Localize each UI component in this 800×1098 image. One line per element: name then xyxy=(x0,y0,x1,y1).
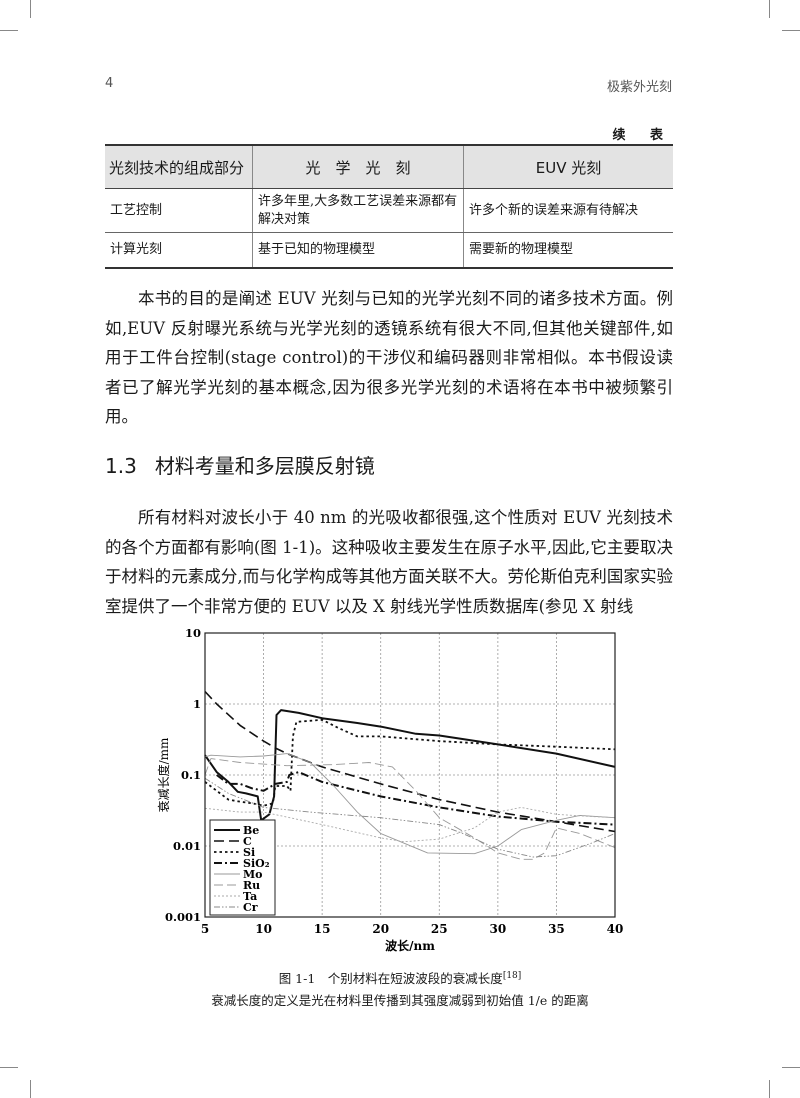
x-tick-label: 40 xyxy=(607,922,624,936)
legend-label: Si xyxy=(243,846,255,859)
caption-text: 图 1-1 个别材料在短波波段的衰减长度 xyxy=(278,971,503,986)
y-tick-label: 0.01 xyxy=(173,839,201,853)
section-number: 1.3 xyxy=(105,454,137,478)
series-line-ru xyxy=(204,758,616,860)
figure-note: 衰减长度的定义是光在材料里传播到其强度减弱到初始值 1/e 的距离 xyxy=(211,993,589,1008)
y-tick-label: 0.001 xyxy=(165,910,201,924)
series-line-cr xyxy=(204,777,616,858)
x-tick-label: 20 xyxy=(372,922,389,936)
running-title: 极紫外光刻 xyxy=(606,80,672,95)
comparison-table: 光刻技术的组成部分 光 学 光 刻 EUV 光刻 工艺控制 许多年里,大多数工艺… xyxy=(105,144,673,269)
x-axis-label: 波长/nm xyxy=(385,938,435,953)
series-line-mo xyxy=(204,753,616,855)
table-cell: 需要新的物理模型 xyxy=(463,232,673,269)
crop-mark xyxy=(769,1080,770,1098)
table-cell: 许多个新的误差来源有待解决 xyxy=(463,188,673,233)
x-tick-label: 25 xyxy=(431,922,448,936)
table-row: 计算光刻 基于已知的物理模型 需要新的物理模型 xyxy=(105,232,673,269)
page-number: 4 xyxy=(105,76,114,91)
y-tick-label: 10 xyxy=(185,626,201,640)
attenuation-length-chart: 5 10 15 20 25 30 35 40 0.001 0.01 0.1 1 10 BeCSiSiO₂… xyxy=(156,626,624,953)
crop-mark xyxy=(769,0,770,18)
series-line-ta xyxy=(204,806,616,843)
series-line-sio₂ xyxy=(216,771,616,826)
figure-caption: 图 1-1 个别材料在短波波段的衰减长度[18] xyxy=(0,968,800,987)
y-axis-label: 衰减长度/mm xyxy=(156,737,171,812)
crop-mark xyxy=(0,30,18,31)
table-cell: 基于已知的物理模型 xyxy=(252,232,464,269)
table-cell: 工艺控制 xyxy=(105,188,253,233)
x-tick-label: 10 xyxy=(255,922,272,936)
x-tick-label: 30 xyxy=(490,922,507,936)
section-title: 材料考量和多层膜反射镜 xyxy=(154,454,375,478)
table-continued-label: 续 表 xyxy=(612,128,673,143)
legend-box xyxy=(209,819,276,916)
crop-mark xyxy=(30,0,31,18)
y-tick-label: 0.1 xyxy=(181,768,201,782)
legend-label: Ta xyxy=(243,890,257,903)
legend-label: Be xyxy=(243,824,259,837)
crop-mark xyxy=(30,1080,31,1098)
series-line-c xyxy=(204,690,616,833)
series-line-be xyxy=(204,709,616,822)
legend-label: Mo xyxy=(243,868,263,881)
section-heading: 1.3 材料考量和多层膜反射镜 xyxy=(105,450,375,479)
legend-label: Cr xyxy=(243,901,258,914)
crop-mark xyxy=(782,30,800,31)
table-header: 光 学 光 刻 xyxy=(252,144,464,189)
legend-label: C xyxy=(243,835,252,848)
legend-label: Ru xyxy=(243,879,260,892)
plot-frame xyxy=(204,632,616,918)
table-cell: 计算光刻 xyxy=(105,232,253,269)
crop-mark xyxy=(0,1067,18,1068)
table-header: EUV 光刻 xyxy=(463,144,673,189)
x-tick-label: 35 xyxy=(548,922,565,936)
table-header: 光刻技术的组成部分 xyxy=(105,144,253,189)
body-paragraph: 所有材料对波长小于 40 nm 的光吸收都很强,这个性质对 EUV 光刻技术的各… xyxy=(105,508,673,616)
x-tick-label: 5 xyxy=(201,922,209,936)
crop-mark xyxy=(782,1067,800,1068)
y-tick-label: 1 xyxy=(193,697,201,711)
table-row: 工艺控制 许多年里,大多数工艺误差来源都有解决对策 许多个新的误差来源有待解决 xyxy=(105,188,673,233)
table-header-row: 光刻技术的组成部分 光 学 光 刻 EUV 光刻 xyxy=(105,144,673,189)
citation: [18] xyxy=(502,970,522,981)
x-tick-label: 15 xyxy=(314,922,331,936)
body-paragraph: 本书的目的是阐述 EUV 光刻与已知的光学光刻不同的诸多技术方面。例如,EUV … xyxy=(105,289,673,426)
legend-label: SiO₂ xyxy=(243,857,270,870)
table-cell: 许多年里,大多数工艺误差来源都有解决对策 xyxy=(252,188,464,233)
